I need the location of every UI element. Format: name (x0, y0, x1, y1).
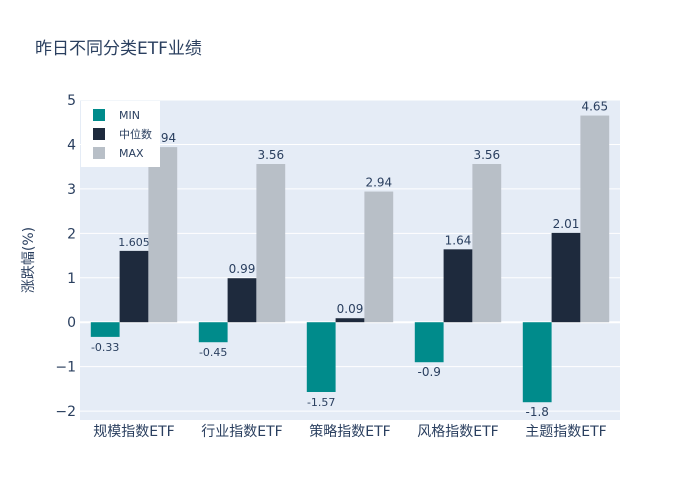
y-tick-label: 2 (67, 226, 76, 242)
x-tick-label: 主题指数ETF (525, 424, 606, 440)
legend-item-min[interactable]: MIN (93, 108, 140, 122)
y-tick-label: −1 (55, 360, 76, 376)
y-axis-title: 涨跌幅(%) (21, 227, 37, 293)
data-label: 3.56 (473, 148, 500, 162)
data-label: 2.01 (553, 217, 580, 231)
chart-title: 昨日不同分类ETF业绩 (35, 39, 202, 59)
y-tick-label: 1 (67, 271, 76, 287)
legend-label-max: MAX (119, 146, 144, 160)
data-label: 1.64 (445, 233, 472, 247)
legend-swatch-median (93, 128, 105, 140)
legend-swatch-max (93, 147, 105, 159)
legend-label-min: MIN (119, 108, 140, 122)
bar-MIN-2 (306, 322, 336, 392)
y-tick-label: 3 (67, 182, 76, 198)
legend-label-median: 中位数 (119, 128, 152, 141)
bar-MIN-4 (522, 322, 552, 403)
bar-中位数-4 (551, 232, 581, 323)
data-label: -1.57 (307, 396, 335, 409)
data-label: -0.9 (417, 365, 440, 379)
bar-MAX-2 (364, 191, 394, 323)
y-tick-label: −2 (55, 404, 76, 420)
y-tick-label: 5 (67, 93, 76, 109)
bar-MIN-3 (414, 322, 444, 363)
data-label: 0.99 (229, 262, 256, 276)
x-tick-label: 风格指数ETF (417, 424, 498, 440)
data-label: 3.56 (257, 148, 284, 162)
x-tick-label: 策略指数ETF (309, 423, 390, 440)
legend: MIN 中位数 MAX (81, 101, 160, 167)
bar-中位数-0 (119, 250, 149, 323)
bar-中位数-3 (443, 249, 473, 323)
x-tick-label: 行业指数ETF (201, 424, 282, 440)
data-label: -0.33 (91, 341, 119, 354)
bar-中位数-2 (335, 318, 365, 323)
legend-swatch-min (93, 109, 105, 121)
bar-MIN-0 (90, 322, 120, 337)
x-tick-label: 规模指数ETF (93, 424, 174, 440)
bar-MAX-0 (148, 147, 178, 323)
data-label: 1.605 (118, 236, 150, 249)
bar-MAX-4 (580, 115, 610, 323)
data-label: 4.65 (581, 100, 608, 114)
data-label: -0.45 (199, 346, 227, 359)
data-label: -1.8 (525, 405, 548, 419)
y-tick-label: 4 (67, 137, 76, 153)
bar-MAX-3 (472, 164, 502, 323)
bar-MAX-1 (256, 164, 286, 323)
legend-item-max[interactable]: MAX (93, 146, 144, 160)
bar-中位数-1 (227, 278, 257, 323)
y-tick-label: 0 (67, 315, 76, 331)
data-label: 2.94 (365, 176, 392, 190)
bar-MIN-1 (198, 322, 228, 343)
data-label: 0.09 (337, 302, 364, 316)
legend-item-median[interactable]: 中位数 (93, 127, 152, 141)
